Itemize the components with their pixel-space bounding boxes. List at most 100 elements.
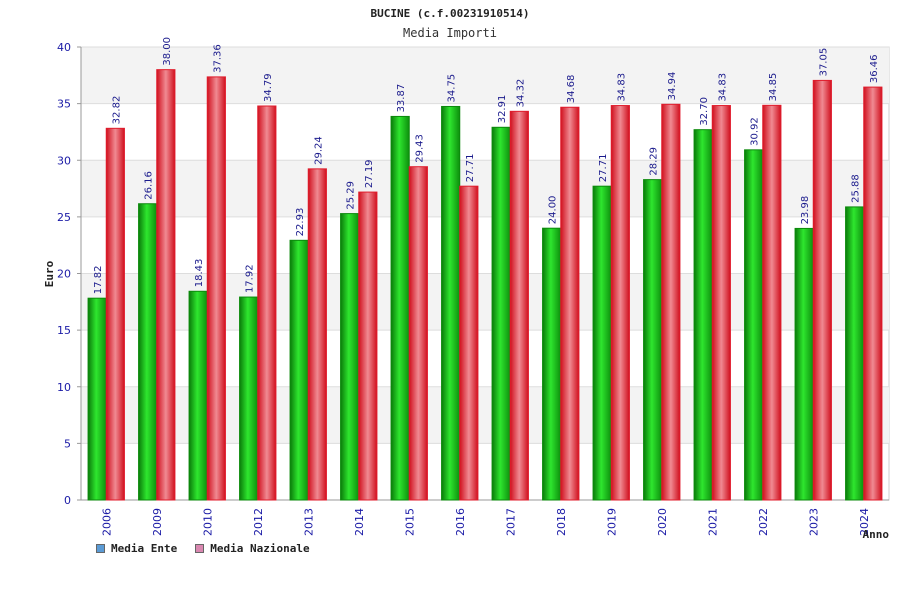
data-label-media-nazionale: 34.83 [717, 73, 728, 102]
x-tick-label: 2006 [100, 508, 113, 536]
y-tick-label: 5 [64, 437, 71, 450]
bar-media-ente [390, 115, 410, 501]
data-label-media-ente: 28.29 [649, 147, 660, 176]
x-tick-label: 2009 [151, 508, 164, 536]
bar-media-nazionale [459, 185, 479, 501]
y-tick-label: 15 [57, 324, 71, 337]
data-label-media-ente: 32.70 [699, 97, 710, 126]
legend: Media Ente Media Nazionale [96, 542, 310, 555]
y-tick-label: 0 [64, 494, 71, 507]
data-labels: 17.82 32.82 26.16 38.00 18.43 37.36 17.92 34.79… [93, 37, 880, 294]
x-tick-label: 2015 [403, 508, 416, 536]
bar-media-nazionale [105, 127, 125, 501]
x-tick-label: 2018 [555, 508, 568, 536]
x-tick-label: 2022 [757, 508, 770, 536]
x-tick-label: 2023 [807, 508, 820, 536]
data-label-media-ente: 17.82 [93, 266, 104, 295]
legend-swatch-nazionale [195, 544, 205, 553]
bar-media-ente [138, 203, 158, 501]
x-tick-label: 2020 [656, 508, 669, 536]
data-label-media-nazionale: 29.43 [414, 134, 425, 163]
data-label-media-ente: 17.92 [245, 264, 256, 293]
data-label-media-nazionale: 37.36 [212, 44, 223, 73]
bar-media-nazionale [358, 191, 378, 501]
y-tick-label: 10 [57, 381, 71, 394]
y-tick-label: 35 [57, 98, 71, 111]
data-label-media-nazionale: 34.94 [667, 72, 678, 101]
legend-swatch-ente [96, 544, 105, 553]
y-axis-label: Euro [43, 260, 56, 287]
data-label-media-ente: 25.88 [851, 174, 862, 203]
bar-media-ente [845, 206, 865, 501]
bar-media-nazionale [863, 86, 883, 501]
bar-media-ente [289, 239, 309, 501]
y-tick-label: 30 [57, 154, 71, 167]
data-label-media-nazionale: 27.71 [465, 154, 476, 183]
data-label-media-ente: 25.29 [346, 181, 357, 210]
data-label-media-ente: 33.87 [396, 84, 407, 113]
bar-media-ente [592, 185, 612, 501]
bar-media-ente [744, 149, 764, 501]
data-label-media-nazionale: 34.85 [768, 73, 779, 102]
data-label-media-nazionale: 37.05 [818, 48, 829, 77]
bar-media-nazionale [560, 106, 580, 501]
x-tick-label: 2017 [504, 508, 517, 536]
data-label-media-nazionale: 32.82 [111, 96, 122, 125]
legend-label-nazionale: Media Nazionale [210, 542, 310, 555]
chart-title: BUCINE (c.f.00231910514) [371, 7, 530, 20]
data-label-media-nazionale: 34.79 [263, 73, 274, 102]
bar-media-ente [542, 227, 562, 501]
data-label-media-nazionale: 34.83 [616, 73, 627, 102]
data-label-media-ente: 32.91 [497, 95, 508, 124]
y-tick-label: 40 [57, 41, 71, 54]
data-label-media-ente: 18.43 [194, 259, 205, 288]
bar-media-ente [441, 105, 461, 501]
bar-media-nazionale [762, 104, 782, 501]
y-tick-label: 25 [57, 211, 71, 224]
data-label-media-ente: 30.92 [750, 117, 761, 146]
bar-media-nazionale [610, 105, 630, 501]
x-tick-label: 2014 [353, 508, 366, 536]
data-label-media-ente: 23.98 [800, 196, 811, 225]
x-axis-ticks: 2006 2009 2010 2012 2013 2014 2015 2016 2017 2018… [100, 508, 871, 536]
bars [87, 69, 883, 501]
x-tick-label: 2012 [252, 508, 265, 536]
data-label-media-ente: 26.16 [144, 171, 155, 200]
legend-item-ente: Media Ente [96, 542, 177, 555]
bar-media-ente [491, 126, 511, 501]
x-tick-label: 2024 [858, 508, 871, 536]
data-label-media-ente: 22.93 [295, 208, 306, 237]
legend-item-nazionale: Media Nazionale [195, 542, 310, 555]
bar-media-nazionale [661, 103, 681, 501]
data-label-media-nazionale: 29.24 [313, 136, 324, 165]
x-tick-label: 2016 [454, 508, 467, 536]
y-axis-ticks: 0 5 10 15 20 25 30 35 40 [57, 41, 71, 507]
bar-media-ente [188, 290, 208, 501]
data-label-media-nazionale: 38.00 [162, 37, 173, 66]
data-label-media-ente: 34.75 [447, 74, 458, 103]
data-label-media-nazionale: 36.46 [869, 54, 880, 83]
data-label-media-nazionale: 34.32 [515, 79, 526, 108]
bar-media-nazionale [257, 105, 277, 501]
bar-media-ente [794, 227, 814, 501]
data-label-media-ente: 24.00 [548, 196, 559, 225]
bar-media-ente [87, 297, 107, 501]
bar-media-nazionale [156, 69, 176, 501]
bar-media-nazionale [408, 166, 428, 501]
bar-media-nazionale [711, 105, 731, 501]
bar-media-ente [340, 213, 360, 501]
data-label-media-ente: 27.71 [598, 154, 609, 183]
x-tick-label: 2013 [302, 508, 315, 536]
chart-subtitle: Media Importi [403, 26, 497, 40]
bar-media-nazionale [509, 110, 529, 501]
x-tick-label: 2021 [706, 508, 719, 536]
x-tick-label: 2010 [201, 508, 214, 536]
bar-media-nazionale [812, 79, 832, 501]
y-tick-label: 20 [57, 268, 71, 281]
bar-media-nazionale [307, 168, 327, 501]
bar-media-ente [693, 129, 713, 501]
legend-label-ente: Media Ente [111, 542, 178, 555]
data-label-media-nazionale: 27.19 [364, 159, 375, 188]
x-axis-label: Anno [863, 528, 890, 541]
